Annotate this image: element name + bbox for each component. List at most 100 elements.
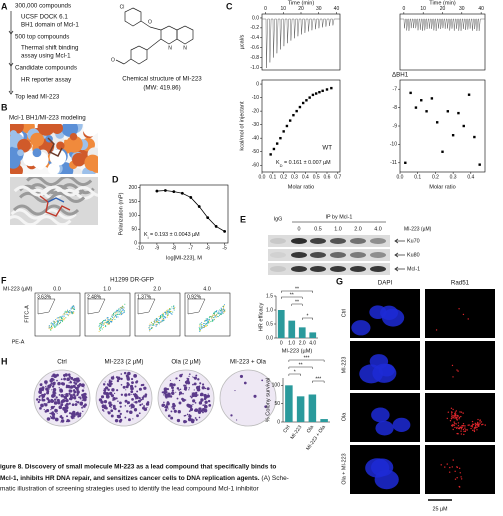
colony bbox=[40, 383, 43, 385]
foci bbox=[454, 411, 457, 413]
gate bbox=[137, 298, 156, 315]
y-tick-label: -0.4 bbox=[250, 35, 259, 41]
colony bbox=[141, 403, 144, 405]
event bbox=[48, 325, 50, 327]
colony bbox=[39, 394, 42, 397]
colony bbox=[70, 412, 74, 415]
event bbox=[49, 327, 51, 329]
significance-label: *** bbox=[304, 355, 310, 361]
significance-bracket bbox=[288, 359, 325, 362]
event bbox=[220, 314, 222, 316]
colony bbox=[64, 409, 68, 413]
axis-title: Time (min) bbox=[429, 0, 456, 6]
event bbox=[122, 307, 124, 309]
foci bbox=[458, 467, 461, 469]
x-tick-label: -8 bbox=[172, 246, 177, 252]
colony bbox=[133, 408, 138, 412]
colony bbox=[110, 376, 115, 380]
foci bbox=[451, 466, 453, 468]
colony bbox=[138, 396, 141, 400]
plate-label: MI-223 (2 µM) bbox=[105, 359, 144, 366]
significance-bracket bbox=[281, 296, 303, 299]
data-point bbox=[467, 93, 471, 96]
event bbox=[212, 312, 214, 314]
colony bbox=[120, 393, 124, 396]
event bbox=[50, 323, 52, 325]
colony bbox=[170, 416, 174, 420]
event bbox=[223, 312, 225, 314]
colony bbox=[134, 385, 137, 388]
event bbox=[121, 310, 123, 312]
colony bbox=[164, 407, 166, 409]
colony bbox=[82, 405, 85, 408]
colony bbox=[124, 405, 127, 407]
colony bbox=[188, 410, 191, 412]
colony bbox=[107, 388, 110, 392]
event bbox=[98, 331, 100, 333]
event bbox=[206, 320, 208, 322]
panel-title: H1299 DR-GFP bbox=[110, 277, 154, 284]
colony bbox=[167, 392, 170, 395]
colony bbox=[45, 387, 49, 391]
event bbox=[119, 311, 121, 313]
event bbox=[64, 318, 66, 320]
western-blot bbox=[268, 235, 390, 275]
foci bbox=[452, 415, 455, 417]
colony bbox=[76, 377, 80, 381]
event bbox=[164, 317, 166, 319]
x-tick-label: 10 bbox=[420, 6, 426, 12]
nucleus bbox=[392, 417, 411, 432]
data-point bbox=[301, 101, 305, 105]
colony bbox=[124, 416, 127, 419]
colony bbox=[127, 393, 131, 396]
x-tick-label: 0.5 bbox=[313, 175, 320, 181]
colony bbox=[130, 377, 134, 381]
annotation-part: K bbox=[144, 232, 148, 238]
event bbox=[224, 304, 226, 306]
bar bbox=[308, 394, 317, 422]
colony bbox=[52, 378, 55, 381]
event bbox=[173, 309, 175, 311]
colony bbox=[119, 405, 122, 408]
flow-arrowheads bbox=[8, 30, 14, 95]
foci bbox=[451, 411, 453, 414]
y-tick-label: -11 bbox=[390, 160, 397, 166]
plot-frame bbox=[139, 184, 229, 244]
event bbox=[156, 321, 158, 323]
colony bbox=[187, 417, 192, 422]
colony bbox=[72, 390, 75, 392]
data-point bbox=[318, 90, 321, 94]
event bbox=[56, 320, 58, 322]
colony bbox=[68, 382, 70, 384]
colony bbox=[184, 420, 188, 423]
event bbox=[70, 308, 72, 310]
data-point bbox=[308, 96, 311, 99]
event bbox=[117, 309, 119, 311]
event bbox=[48, 326, 50, 328]
event bbox=[74, 308, 76, 310]
colony bbox=[69, 390, 72, 393]
colony bbox=[192, 383, 194, 386]
colony bbox=[204, 404, 206, 406]
event bbox=[105, 322, 107, 324]
panel-label: E bbox=[240, 214, 246, 224]
plate-label: Ola (2 µM) bbox=[171, 359, 200, 366]
colony bbox=[64, 373, 68, 377]
event bbox=[100, 327, 102, 329]
event bbox=[154, 319, 156, 321]
data-point bbox=[288, 119, 292, 122]
atom-label: Cl bbox=[120, 4, 125, 10]
data-point bbox=[404, 161, 407, 164]
colony bbox=[132, 418, 134, 420]
blot-band bbox=[270, 252, 286, 258]
axis-title: Time (min) bbox=[288, 0, 315, 6]
colony bbox=[178, 389, 180, 391]
blot-band bbox=[370, 238, 386, 244]
colony-plates bbox=[33, 369, 277, 427]
event bbox=[204, 320, 206, 322]
event bbox=[55, 325, 57, 327]
dose-label: 1.0 bbox=[334, 226, 342, 232]
event bbox=[72, 306, 74, 308]
colony bbox=[72, 393, 76, 396]
colony bbox=[46, 417, 51, 421]
